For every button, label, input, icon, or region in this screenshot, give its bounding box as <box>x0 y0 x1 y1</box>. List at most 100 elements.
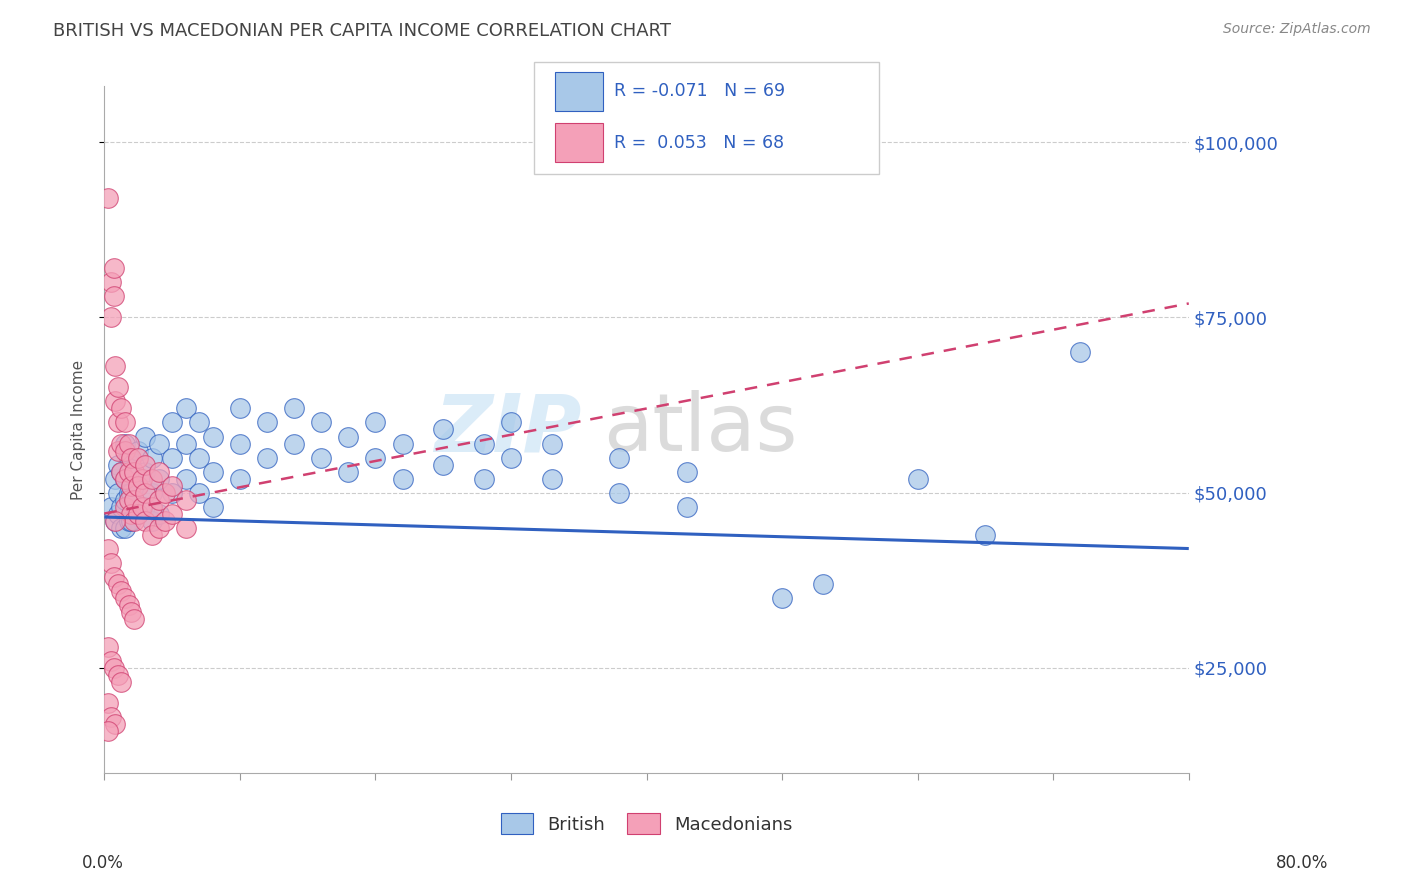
Point <box>114 416 136 430</box>
Point <box>127 450 149 465</box>
Point <box>107 443 129 458</box>
Point <box>174 520 197 534</box>
Point <box>160 416 183 430</box>
Point <box>148 520 170 534</box>
Point <box>110 465 132 479</box>
Point <box>120 507 142 521</box>
Point <box>148 465 170 479</box>
Point <box>540 471 562 485</box>
Point <box>110 583 132 598</box>
Point <box>104 514 127 528</box>
Point <box>201 465 224 479</box>
Point <box>141 450 163 465</box>
Point <box>309 416 332 430</box>
Point <box>188 416 211 430</box>
Point <box>110 465 132 479</box>
Point <box>97 696 120 710</box>
Point <box>148 471 170 485</box>
Point <box>391 436 413 450</box>
Point <box>337 465 360 479</box>
Point <box>134 429 156 443</box>
Y-axis label: Per Capita Income: Per Capita Income <box>72 359 86 500</box>
Point <box>107 380 129 394</box>
Point <box>100 654 122 668</box>
Point <box>103 261 125 276</box>
Point <box>114 471 136 485</box>
Point <box>309 450 332 465</box>
Point <box>141 485 163 500</box>
Point <box>472 436 495 450</box>
Point <box>114 471 136 485</box>
Point <box>141 527 163 541</box>
Point <box>160 478 183 492</box>
Point <box>100 500 122 514</box>
Point <box>107 458 129 472</box>
Point <box>609 450 631 465</box>
Point <box>114 436 136 450</box>
Point <box>110 436 132 450</box>
Point <box>134 465 156 479</box>
Point <box>103 289 125 303</box>
Point <box>134 485 156 500</box>
Point <box>188 485 211 500</box>
Point <box>97 541 120 556</box>
Point <box>122 465 145 479</box>
Point <box>104 471 127 485</box>
Point <box>114 591 136 605</box>
Point <box>100 276 122 290</box>
Point <box>122 611 145 625</box>
Point <box>120 514 142 528</box>
Point <box>364 450 387 465</box>
Text: R = -0.071   N = 69: R = -0.071 N = 69 <box>614 82 786 101</box>
Point <box>174 436 197 450</box>
Text: atlas: atlas <box>603 391 797 468</box>
Point <box>110 520 132 534</box>
Point <box>141 471 163 485</box>
Point <box>188 450 211 465</box>
Point <box>120 458 142 472</box>
Point <box>104 394 127 409</box>
Point <box>118 436 141 450</box>
Point <box>201 500 224 514</box>
Point <box>811 576 834 591</box>
Point <box>118 450 141 465</box>
Point <box>120 450 142 465</box>
Point <box>110 401 132 416</box>
Point <box>134 500 156 514</box>
Point <box>114 492 136 507</box>
Point <box>114 520 136 534</box>
Point <box>201 429 224 443</box>
Point <box>100 310 122 325</box>
Point <box>104 359 127 374</box>
Point <box>127 478 149 492</box>
Point <box>432 458 454 472</box>
Point <box>122 514 145 528</box>
Point <box>107 576 129 591</box>
Point <box>229 471 252 485</box>
Point <box>97 640 120 654</box>
Point <box>107 507 129 521</box>
Text: BRITISH VS MACEDONIAN PER CAPITA INCOME CORRELATION CHART: BRITISH VS MACEDONIAN PER CAPITA INCOME … <box>53 22 672 40</box>
Point <box>148 492 170 507</box>
Point <box>120 485 142 500</box>
Text: ZIP: ZIP <box>434 391 582 468</box>
Point <box>160 485 183 500</box>
Point <box>432 423 454 437</box>
Point <box>114 500 136 514</box>
Point <box>155 514 177 528</box>
Point <box>100 556 122 570</box>
Point <box>907 471 929 485</box>
Point <box>229 401 252 416</box>
Point <box>676 465 699 479</box>
Point <box>120 605 142 619</box>
Point <box>107 485 129 500</box>
Point <box>118 465 141 479</box>
Text: 0.0%: 0.0% <box>82 855 124 872</box>
Point <box>118 485 141 500</box>
Point <box>283 436 305 450</box>
Point <box>283 401 305 416</box>
Point <box>107 416 129 430</box>
Point <box>337 429 360 443</box>
Point <box>540 436 562 450</box>
Point <box>97 191 120 205</box>
